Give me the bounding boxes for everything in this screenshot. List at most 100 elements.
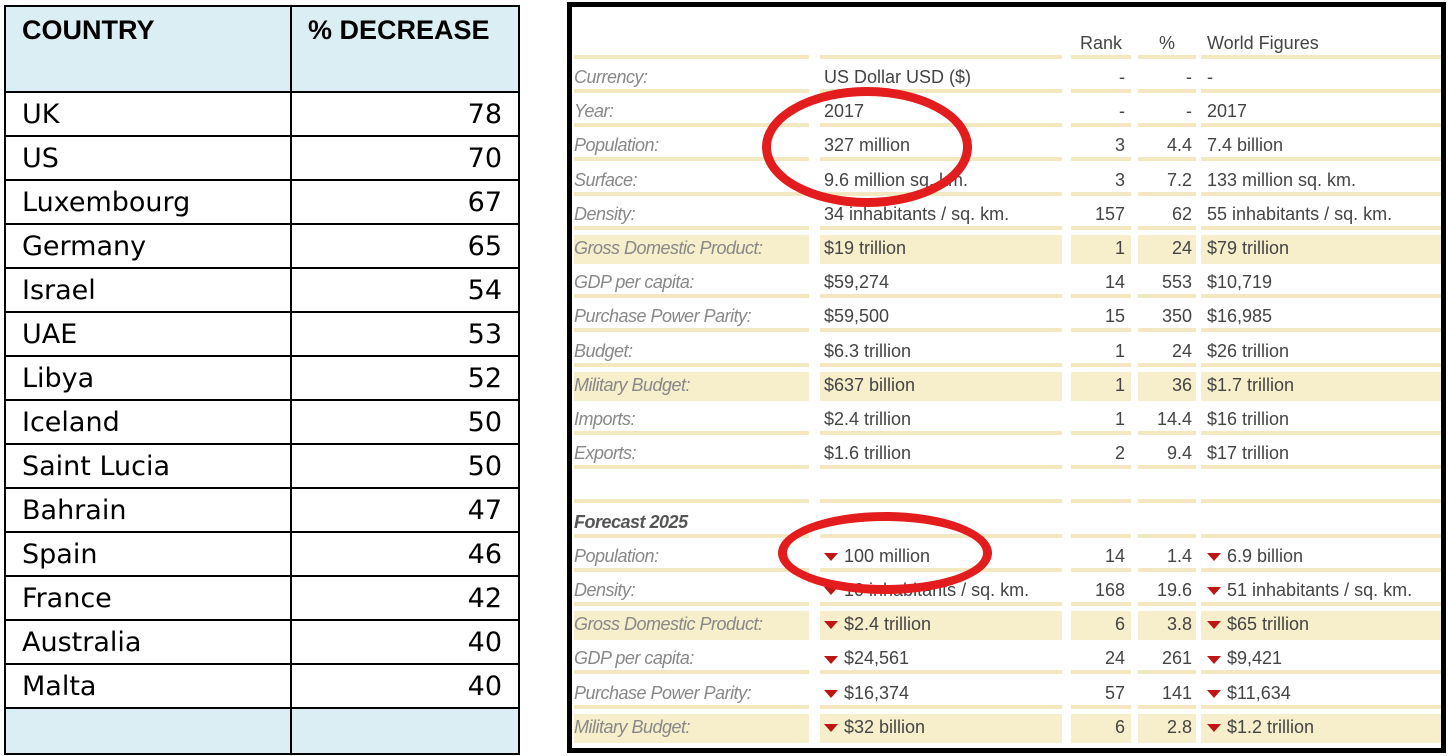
row-world-figure-text: $11,634 [1227, 682, 1291, 703]
statistics-header-row: Rank % World Figures [572, 30, 1441, 59]
row-percent-text: 141 [1161, 682, 1192, 703]
row-world-figure-text: $17 trillion [1207, 443, 1290, 464]
table-header-row: COUNTRY % DECREASE [4, 5, 520, 93]
row-percent-text: 3.8 [1166, 614, 1192, 635]
row-world-figure: $11,634 [1201, 680, 1441, 709]
row-world-figure-text: $65 trillion [1227, 614, 1310, 635]
row-world-figure-text: 6.9 billion [1227, 545, 1304, 566]
header-blank [574, 30, 809, 59]
table-row: Germany 65 [4, 223, 520, 269]
blank-cell [1201, 509, 1441, 538]
row-value: $2.4 trillion [820, 611, 1062, 641]
statistics-row: GDP per capita: $24,561 24 261 $9,421 [572, 645, 1441, 675]
table-row: Bahrain 47 [4, 487, 520, 533]
row-label: Military Budget: [574, 713, 809, 743]
percent-decrease-cell: 46 [290, 531, 520, 577]
row-label: Population: [574, 132, 809, 162]
row-world-figure: $9,421 [1201, 645, 1441, 675]
row-label: Budget: [574, 338, 809, 367]
row-rank: 57 [1071, 680, 1131, 709]
row-rank-text: 14 [1104, 272, 1125, 293]
statistics-row: Imports: $2.4 trillion 1 14.4 $16 trillion [572, 406, 1441, 435]
row-label-text: Surface: [574, 169, 638, 190]
row-value: $19 trillion [820, 235, 1062, 264]
row-rank: 14 [1071, 269, 1131, 299]
row-percent-text: 19.6 [1156, 580, 1192, 600]
country-statistics-panel: Rank % World Figures Currency: US Dollar … [567, 2, 1446, 753]
row-percent: 350 [1138, 303, 1196, 333]
row-value-text: $1.6 trillion [824, 443, 912, 464]
row-world-figure-text: $26 trillion [1207, 340, 1290, 361]
down-triangle-icon [824, 689, 838, 698]
row-label-text: Density: [574, 203, 636, 224]
table-row: Australia 40 [4, 619, 520, 665]
row-percent: 1.4 [1138, 543, 1196, 572]
row-percent: 553 [1138, 269, 1196, 299]
row-percent: 24 [1138, 338, 1196, 367]
row-rank-text: 6 [1114, 614, 1125, 635]
row-rank-text: 2 [1114, 443, 1125, 464]
table-row: UK 78 [4, 91, 520, 137]
row-value-text: US Dollar USD ($) [824, 67, 972, 87]
blank-cell [574, 474, 809, 504]
row-rank: 14 [1071, 543, 1131, 572]
row-rank: - [1071, 98, 1131, 128]
header-world-figures: World Figures [1201, 30, 1441, 59]
row-label-text: Population: [574, 545, 659, 566]
row-rank-text: 57 [1104, 682, 1125, 703]
country-cell: Luxembourg [4, 179, 292, 225]
row-label: Gross Domestic Product: [574, 611, 809, 641]
table-row: Spain 46 [4, 531, 520, 577]
statistics-row: Gross Domestic Product: $2.4 trillion 6 3.8… [572, 611, 1441, 641]
down-triangle-icon [824, 724, 838, 733]
row-rank: 1 [1071, 235, 1131, 264]
row-world-figure-text: $1.2 trillion [1227, 716, 1315, 737]
row-percent-text: 1.4 [1166, 545, 1192, 566]
row-rank-text: 3 [1114, 169, 1125, 190]
statistics-row: Surface: 9.6 million sq. km. 3 7.2 133 milli… [572, 167, 1441, 196]
row-label-text: GDP per capita: [574, 648, 694, 669]
percent-decrease-cell: 65 [290, 223, 520, 269]
blank-cell [1138, 474, 1196, 504]
row-value: $32 billion [820, 713, 1062, 743]
row-label: Population: [574, 543, 809, 572]
row-world-figure: $16,985 [1201, 303, 1441, 333]
row-label-text: Population: [574, 135, 659, 156]
row-value-text: $637 billion [824, 374, 916, 395]
header-country: COUNTRY [4, 5, 292, 93]
row-world-figure: - [1201, 64, 1441, 93]
row-world-figure: 133 million sq. km. [1201, 167, 1441, 196]
row-world-figure: $17 trillion [1201, 440, 1441, 470]
row-rank: 6 [1071, 611, 1131, 641]
row-rank-text: 168 [1094, 580, 1125, 600]
percent-decrease-cell: 78 [290, 91, 520, 137]
row-rank-text: 15 [1104, 306, 1125, 327]
row-rank-text: - [1119, 101, 1125, 122]
row-value-text: 34 inhabitants / sq. km. [824, 203, 1010, 224]
row-percent-text: - [1186, 67, 1192, 87]
percent-decrease-cell: 47 [290, 487, 520, 533]
row-label-text: Gross Domestic Product: [574, 614, 763, 635]
row-label-text: Currency: [574, 67, 648, 87]
country-cell: Israel [4, 267, 292, 313]
down-triangle-icon [1207, 655, 1221, 664]
table-footer-row [4, 707, 520, 755]
country-cell: Australia [4, 619, 292, 665]
row-world-figure: 2017 [1201, 98, 1441, 128]
row-value-text: $19 trillion [824, 238, 907, 258]
table-row: Saint Lucia 50 [4, 443, 520, 489]
row-world-figure: $10,719 [1201, 269, 1441, 299]
row-value: $637 billion [820, 371, 1062, 401]
row-percent-text: 2.8 [1166, 716, 1192, 737]
percent-decrease-cell: 42 [290, 575, 520, 621]
row-rank-text: 1 [1114, 374, 1125, 395]
row-percent: - [1138, 98, 1196, 128]
row-rank-text: 1 [1114, 409, 1125, 429]
row-label: Imports: [574, 406, 809, 435]
down-triangle-icon [1207, 724, 1221, 733]
row-percent-text: 24 [1171, 340, 1192, 361]
row-rank: 3 [1071, 132, 1131, 162]
row-rank-text: - [1119, 67, 1125, 87]
row-value: $24,561 [820, 645, 1062, 675]
country-cell: Malta [4, 663, 292, 709]
